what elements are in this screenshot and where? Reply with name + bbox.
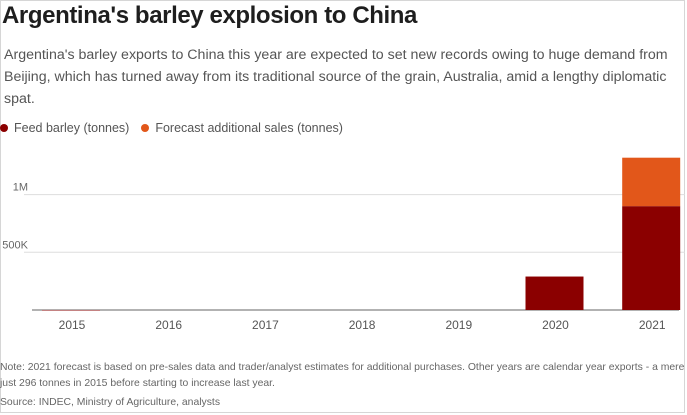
legend-label-feed-barley: Feed barley (tonnes): [14, 121, 130, 135]
chart-legend: Feed barley (tonnes) Forecast additional…: [0, 121, 355, 135]
legend-swatch-forecast: [141, 124, 150, 132]
legend-swatch-feed-barley: [0, 124, 8, 132]
bar-feed-barley-2020: [525, 276, 584, 310]
legend-item-feed-barley: Feed barley (tonnes): [0, 121, 129, 135]
x-tick-label: 2015: [59, 318, 86, 332]
x-tick-label: 2020: [542, 318, 569, 332]
bar-chart: 500K 1M 2015 2016 2017 2018 2019 2020 2021: [2, 157, 685, 332]
bar-forecast-2021: [622, 157, 681, 207]
legend-label-forecast: Forecast additional sales (tonnes): [155, 121, 343, 135]
x-tick-label: 2019: [445, 318, 472, 332]
bar-feed-barley-2015: [42, 309, 100, 311]
bar-feed-barley-2021: [622, 206, 681, 310]
chart-subtitle: Argentina's barley exports to China this…: [4, 47, 668, 107]
x-tick-label: 2016: [155, 318, 182, 332]
chart-source: Source: INDEC, Ministry of Agriculture, …: [0, 397, 221, 408]
page-title: Argentina's barley explosion to China: [2, 2, 417, 29]
chart-note: Note: 2021 forecast is based on pre-sale…: [0, 362, 685, 389]
x-tick-label: 2021: [639, 318, 666, 332]
legend-item-forecast: Forecast additional sales (tonnes): [141, 121, 343, 135]
x-tick-label: 2017: [252, 318, 279, 332]
y-tick-label: 1M: [13, 182, 28, 194]
x-tick-label: 2018: [349, 318, 376, 332]
y-tick-label: 500K: [2, 239, 28, 251]
